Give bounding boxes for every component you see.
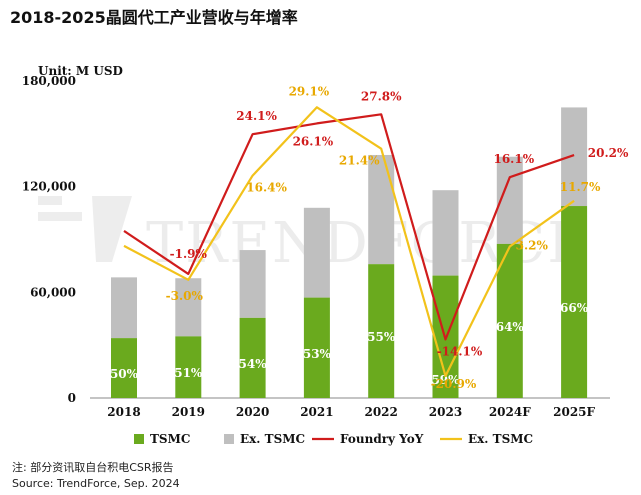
- bar-ex-tsmc: [239, 250, 266, 318]
- bar-ex-tsmc: [432, 190, 459, 276]
- foundry-yoy-label: 24.1%: [236, 109, 277, 123]
- footer: 注: 部分资讯取自台积电CSR报告 Source: TrendForce, Se…: [12, 460, 180, 492]
- line-foundry-yoy: [123, 113, 575, 341]
- bar-tsmc: [561, 206, 588, 398]
- ex-tsmc-yoy-label: 29.1%: [289, 84, 330, 98]
- bar-tsmc: [303, 297, 330, 398]
- y-tick-label: 180,000: [22, 74, 76, 88]
- watermark-logo-bar: [38, 196, 62, 205]
- bar-ex-tsmc: [111, 277, 137, 339]
- bar-ex-tsmc: [303, 207, 330, 298]
- bar-share-label: 66%: [560, 301, 589, 315]
- foundry-yoy-label: -1.9%: [170, 247, 208, 261]
- foundry-yoy-label: 20.2%: [588, 146, 629, 160]
- bar-tsmc: [368, 264, 395, 398]
- bar-tsmc: [175, 336, 202, 398]
- legend-label: TSMC: [150, 432, 190, 446]
- legend-label: Foundry YoY: [340, 432, 424, 446]
- y-tick-label: 60,000: [30, 285, 76, 299]
- bar-share-label: 54%: [239, 357, 268, 371]
- x-tick-label: 2019: [172, 405, 205, 419]
- legend-label: Ex. TSMC: [240, 432, 305, 446]
- legend-label: Ex. TSMC: [468, 432, 533, 446]
- ex-tsmc-yoy-label: 16.4%: [246, 181, 287, 195]
- bar-tsmc: [496, 243, 523, 398]
- unit-label: Unit: M USD: [38, 64, 123, 78]
- x-tick-label: 2018: [107, 405, 140, 419]
- bar-share-label: 59%: [431, 373, 460, 387]
- x-tick-label: 2024F: [489, 405, 531, 419]
- bar-ex-tsmc: [368, 154, 395, 265]
- ex-tsmc-yoy-label: 21.4%: [339, 154, 380, 168]
- legend-swatch: [134, 434, 144, 444]
- x-tick-label: 2022: [364, 405, 397, 419]
- bar-share-label: 53%: [303, 347, 332, 361]
- watermark-logo-bar: [38, 212, 82, 221]
- bar-share-label: 64%: [496, 320, 525, 334]
- page-title: 2018-2025晶圆代工产业营收与年增率: [10, 8, 298, 27]
- ex-tsmc-yoy-label: 3.2%: [516, 238, 549, 252]
- bar-share-label: 55%: [367, 330, 396, 344]
- ex-tsmc-yoy-label: 11.7%: [560, 180, 601, 194]
- watermark-logo-mark: [92, 196, 132, 262]
- x-tick-label: 2021: [300, 405, 333, 419]
- bar-tsmc: [111, 338, 137, 398]
- foundry-yoy-label: -14.1%: [437, 344, 483, 358]
- bar-share-label: 51%: [174, 366, 203, 380]
- y-tick-label: 120,000: [22, 180, 76, 194]
- yoy-lines: [123, 106, 575, 378]
- bar-ex-tsmc: [175, 278, 202, 337]
- legend: TSMC Ex. TSMC Foundry YoY Ex. TSMC: [134, 432, 533, 446]
- line-ex-tsmc-yoy: [123, 106, 575, 378]
- legend-swatch: [224, 434, 234, 444]
- bar-share-label: 50%: [110, 367, 139, 381]
- foundry-yoy-label: 27.8%: [361, 89, 402, 103]
- footer-note: 注: 部分资讯取自台积电CSR报告: [12, 461, 174, 474]
- foundry-yoy-label: 16.1%: [493, 152, 534, 166]
- bar-ex-tsmc: [561, 107, 588, 207]
- x-tick-label: 2020: [236, 405, 269, 419]
- footer-source: Source: TrendForce, Sep. 2024: [12, 477, 180, 490]
- x-tick-label: 2023: [429, 405, 462, 419]
- ex-tsmc-yoy-label: -3.0%: [166, 289, 204, 303]
- bar-tsmc: [239, 317, 266, 398]
- ex-tsmc-yoy-label: -20.9%: [431, 377, 477, 391]
- foundry-yoy-label: 26.1%: [293, 134, 334, 148]
- x-tick-label: 2025F: [553, 405, 595, 419]
- y-tick-label: 0: [68, 391, 76, 405]
- data-labels: -1.9% 24.1% 26.1% 27.8% -14.1% 16.1% 20.2% -3.0…: [166, 84, 629, 391]
